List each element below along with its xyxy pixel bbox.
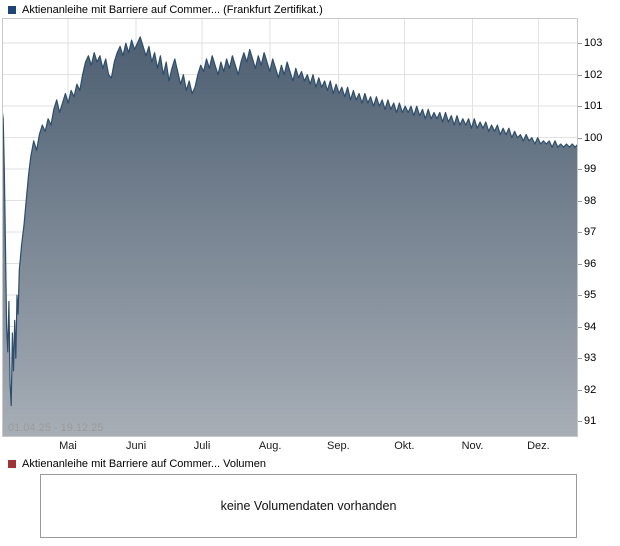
y-axis-label: 93 bbox=[584, 352, 597, 365]
y-axis-label: 97 bbox=[584, 226, 597, 239]
y-axis-tick bbox=[578, 74, 582, 76]
price-chart-plot-area[interactable] bbox=[2, 18, 578, 437]
price-legend-swatch-icon bbox=[8, 6, 16, 14]
y-axis-tick bbox=[578, 137, 582, 139]
y-axis-tick bbox=[578, 43, 582, 45]
y-axis-tick bbox=[578, 295, 582, 297]
y-axis-label: 92 bbox=[584, 383, 597, 396]
volume-panel: keine Volumendaten vorhanden bbox=[40, 474, 577, 538]
x-axis-label: Juli bbox=[193, 440, 211, 452]
y-axis-label: 100 bbox=[584, 131, 603, 144]
y-axis-label: 103 bbox=[584, 37, 603, 50]
y-axis-tick bbox=[578, 232, 582, 234]
y-axis-tick bbox=[578, 421, 582, 423]
y-axis-tick bbox=[578, 358, 582, 360]
y-axis-tick bbox=[578, 389, 582, 391]
x-axis-label: Dez. bbox=[527, 440, 550, 452]
y-axis-tick bbox=[578, 106, 582, 108]
y-axis-label: 101 bbox=[584, 100, 603, 113]
x-axis-label: Sep. bbox=[327, 440, 350, 452]
x-axis-label: Nov. bbox=[461, 440, 484, 452]
x-axis-label: Aug. bbox=[258, 440, 282, 452]
volume-legend: Aktienanleihe mit Barriere auf Commer...… bbox=[8, 458, 266, 470]
y-axis-label: 96 bbox=[584, 257, 597, 270]
price-area-chart[interactable] bbox=[2, 18, 578, 437]
y-axis-tick bbox=[578, 263, 582, 265]
y-axis-label: 102 bbox=[584, 68, 603, 81]
y-axis-label: 99 bbox=[584, 163, 597, 176]
price-legend-label: Aktienanleihe mit Barriere auf Commer...… bbox=[22, 4, 323, 16]
y-axis-label: 91 bbox=[584, 415, 597, 428]
x-axis-label: Juni bbox=[125, 440, 147, 452]
x-axis: Mai Juni Juli Aug. Sep. Okt. Nov. Dez. bbox=[2, 440, 578, 454]
y-axis-label: 94 bbox=[584, 320, 597, 333]
x-axis-label: Mai bbox=[59, 440, 77, 452]
y-axis-tick bbox=[578, 326, 582, 328]
y-axis-tick bbox=[578, 200, 582, 202]
y-axis-tick bbox=[578, 169, 582, 171]
x-axis-label: Okt. bbox=[394, 440, 415, 452]
volume-legend-label: Aktienanleihe mit Barriere auf Commer...… bbox=[22, 458, 266, 470]
volume-legend-swatch-icon bbox=[8, 460, 16, 468]
y-axis-label: 98 bbox=[584, 194, 597, 207]
y-axis-label: 95 bbox=[584, 289, 597, 302]
price-legend: Aktienanleihe mit Barriere auf Commer...… bbox=[8, 4, 323, 16]
date-range-label: 01.04.25 - 19.12.25 bbox=[8, 422, 104, 434]
no-volume-message: keine Volumendaten vorhanden bbox=[220, 499, 397, 513]
